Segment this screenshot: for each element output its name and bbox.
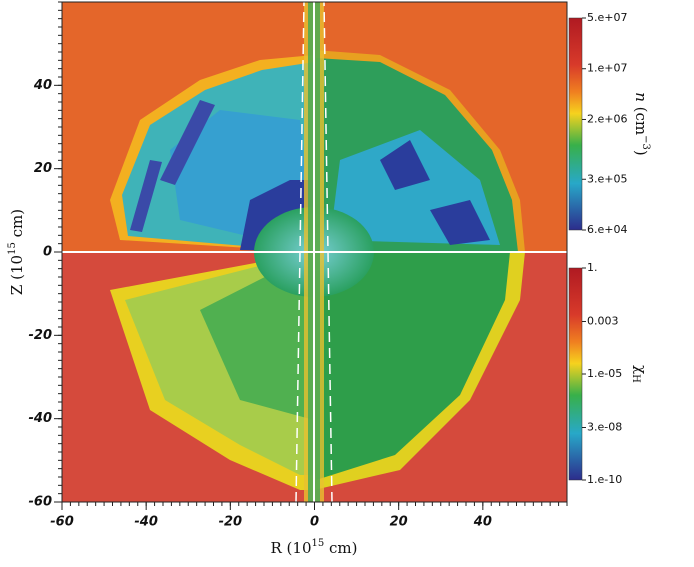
y-tick-label: 20 — [34, 161, 52, 176]
colorbar-tick-label: 3.e-08 — [587, 420, 622, 433]
colorbar — [569, 18, 582, 230]
x-tick-label: -20 — [219, 515, 243, 530]
y-tick-label: -20 — [29, 328, 53, 343]
x-tick-label: -40 — [134, 515, 158, 530]
x-tick-label: 40 — [473, 515, 492, 530]
colorbar-tick-label: 5.e+07 — [587, 11, 627, 24]
y-tick-label: 0 — [43, 245, 52, 260]
colorbar-tick-label: 6.e+04 — [587, 223, 627, 236]
figure: R (1015 cm) Z (1015 cm) n (cm−3) χH -60 -… — [0, 0, 694, 563]
y-tick-label: -60 — [29, 495, 53, 510]
y-axis-label: Z (1015 cm) — [7, 209, 27, 295]
colorbar-label: n (cm−3) — [632, 92, 652, 156]
colorbar-tick-label: 1.e-10 — [587, 473, 622, 486]
y-tick-label: -40 — [29, 411, 53, 426]
colorbar — [569, 268, 582, 480]
colorbar-tick-label: 0.003 — [587, 314, 619, 327]
y-tick-label: 40 — [33, 78, 52, 93]
colorbar-tick-label: 3.e+05 — [587, 172, 627, 185]
x-tick-label: 20 — [390, 515, 408, 530]
x-axis-label: R (1015 cm) — [271, 538, 358, 558]
field-image — [62, 2, 567, 502]
x-tick-label: 0 — [310, 515, 319, 530]
colorbar-tick-label: 1. — [587, 261, 598, 274]
x-tick-label: -60 — [50, 515, 74, 530]
colorbar-tick-label: 1.e-05 — [587, 367, 622, 380]
colorbar-label: χH — [631, 365, 651, 383]
colorbar-tick-label: 2.e+06 — [587, 112, 627, 125]
colorbar-tick-label: 1.e+07 — [587, 62, 627, 75]
